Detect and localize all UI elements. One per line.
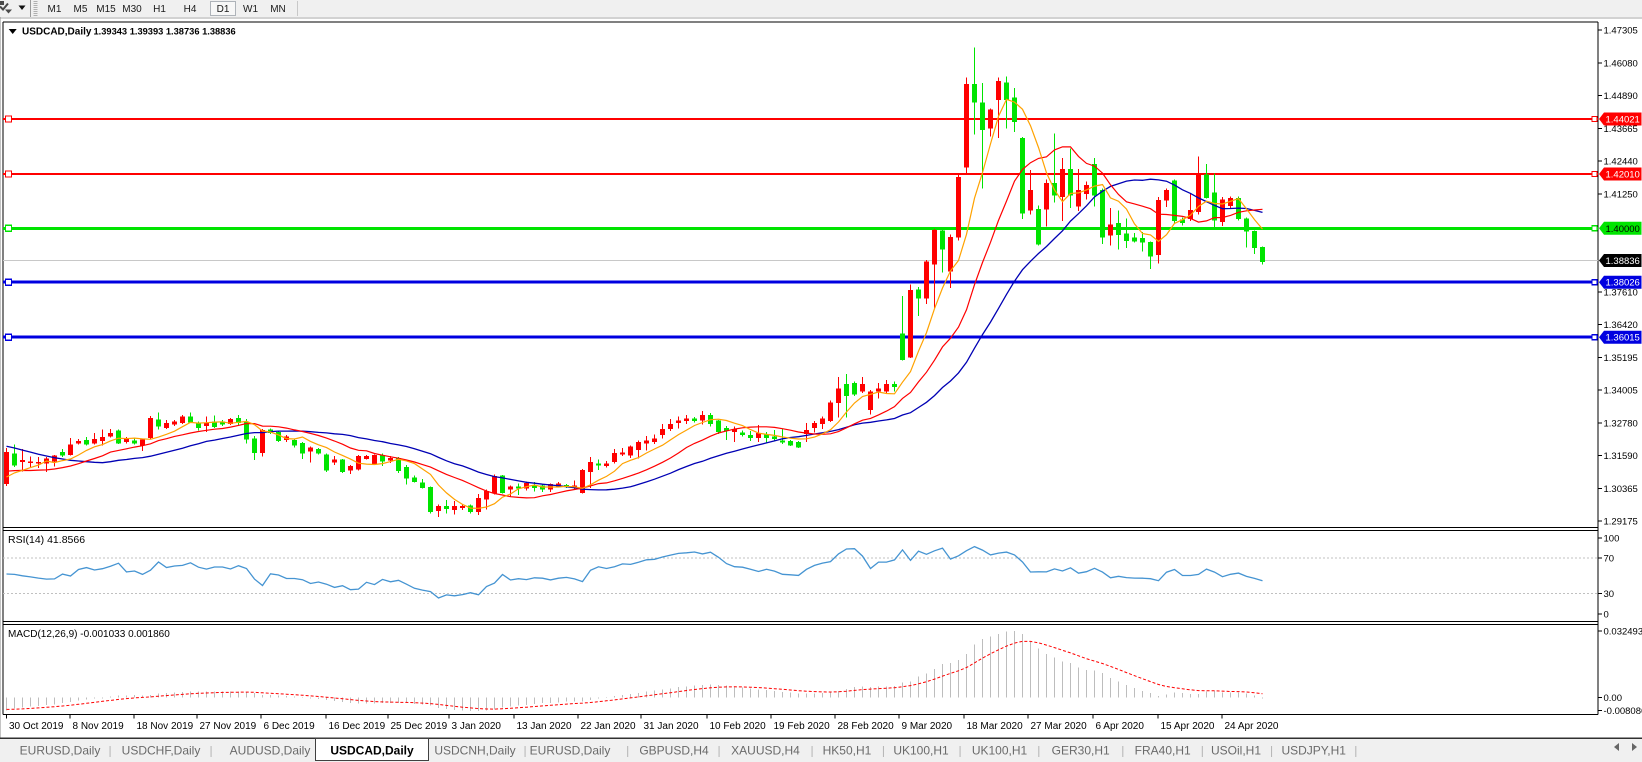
- svg-text:22 Jan 2020: 22 Jan 2020: [581, 721, 636, 732]
- svg-text:1.31590: 1.31590: [1604, 451, 1638, 462]
- svg-text:30: 30: [1604, 589, 1615, 600]
- svg-text:RSI(14) 41.8566: RSI(14) 41.8566: [8, 534, 85, 546]
- svg-text:1.38836: 1.38836: [1606, 256, 1640, 267]
- svg-text:MN: MN: [270, 4, 286, 15]
- svg-text:|: |: [1037, 744, 1040, 758]
- svg-text:M5: M5: [74, 4, 88, 15]
- svg-text:1.36420: 1.36420: [1604, 320, 1638, 331]
- svg-text:0.00: 0.00: [1604, 693, 1623, 704]
- svg-text:18 Mar 2020: 18 Mar 2020: [967, 721, 1024, 732]
- svg-text:100: 100: [1604, 534, 1620, 545]
- svg-text:1.32780: 1.32780: [1604, 419, 1638, 430]
- svg-text:|: |: [717, 744, 720, 758]
- svg-text:MACD(12,26,9) -0.001033 0.0018: MACD(12,26,9) -0.001033 0.001860: [8, 629, 170, 640]
- svg-text:M1: M1: [48, 4, 62, 15]
- svg-text:27 Mar 2020: 27 Mar 2020: [1031, 721, 1088, 732]
- svg-text:25 Dec 2019: 25 Dec 2019: [391, 721, 448, 732]
- svg-text:|: |: [1354, 744, 1357, 758]
- svg-text:9 Mar 2020: 9 Mar 2020: [902, 721, 953, 732]
- svg-text:USDCAD,Daily: USDCAD,Daily: [22, 27, 92, 38]
- svg-text:|: |: [1270, 744, 1273, 758]
- svg-text:13 Jan 2020: 13 Jan 2020: [517, 721, 572, 732]
- svg-text:1.44021: 1.44021: [1606, 115, 1640, 126]
- svg-text:1.34005: 1.34005: [1604, 386, 1638, 397]
- svg-text:|: |: [209, 744, 212, 758]
- svg-text:USDJPY,H1: USDJPY,H1: [1281, 744, 1346, 758]
- svg-text:|: |: [810, 744, 813, 758]
- svg-text:1.42010: 1.42010: [1606, 170, 1640, 181]
- svg-text:USDCNH,Daily: USDCNH,Daily: [434, 744, 515, 758]
- svg-text:HK50,H1: HK50,H1: [823, 744, 872, 758]
- svg-text:1.35195: 1.35195: [1604, 353, 1638, 364]
- svg-text:18 Nov 2019: 18 Nov 2019: [137, 721, 194, 732]
- svg-text:|: |: [1201, 744, 1204, 758]
- svg-text:1.42440: 1.42440: [1604, 157, 1638, 168]
- svg-text:|: |: [882, 744, 885, 758]
- svg-text:1.46080: 1.46080: [1604, 58, 1638, 69]
- svg-text:1.41250: 1.41250: [1604, 189, 1638, 200]
- svg-text:27 Nov 2019: 27 Nov 2019: [200, 721, 257, 732]
- svg-text:0.032493: 0.032493: [1604, 627, 1642, 638]
- svg-text:30 Oct 2019: 30 Oct 2019: [9, 721, 64, 732]
- svg-text:6 Apr 2020: 6 Apr 2020: [1096, 721, 1145, 732]
- svg-text:XAUUSD,H4: XAUUSD,H4: [731, 744, 800, 758]
- svg-text:|: |: [108, 744, 111, 758]
- svg-text:H1: H1: [153, 4, 166, 15]
- svg-text:-0.008086: -0.008086: [1604, 706, 1642, 717]
- svg-text:H4: H4: [184, 4, 197, 15]
- svg-text:0: 0: [1604, 610, 1609, 621]
- svg-text:|: |: [1121, 744, 1124, 758]
- svg-text:GER30,H1: GER30,H1: [1052, 744, 1110, 758]
- svg-text:1.43665: 1.43665: [1604, 124, 1638, 135]
- svg-text:3 Jan 2020: 3 Jan 2020: [452, 721, 502, 732]
- svg-text:UK100,H1: UK100,H1: [972, 744, 1028, 758]
- svg-text:15 Apr 2020: 15 Apr 2020: [1161, 721, 1215, 732]
- svg-text:|: |: [958, 744, 961, 758]
- svg-text:1.40000: 1.40000: [1606, 224, 1640, 235]
- svg-text:10 Feb 2020: 10 Feb 2020: [710, 721, 767, 732]
- svg-text:1.44890: 1.44890: [1604, 91, 1638, 102]
- svg-text:EURUSD,Daily: EURUSD,Daily: [20, 744, 101, 758]
- svg-text:1.38026: 1.38026: [1606, 278, 1640, 289]
- svg-text:1.37610: 1.37610: [1604, 288, 1638, 299]
- svg-text:24 Apr 2020: 24 Apr 2020: [1225, 721, 1279, 732]
- svg-text:1.47305: 1.47305: [1604, 26, 1638, 37]
- svg-text:|: |: [523, 744, 526, 758]
- svg-text:31 Jan 2020: 31 Jan 2020: [644, 721, 699, 732]
- svg-text:28 Feb 2020: 28 Feb 2020: [838, 721, 895, 732]
- svg-text:6 Dec 2019: 6 Dec 2019: [264, 721, 316, 732]
- svg-text:19 Feb 2020: 19 Feb 2020: [774, 721, 831, 732]
- svg-text:UK100,H1: UK100,H1: [893, 744, 949, 758]
- svg-text:1.39343 1.39393 1.38736 1.3883: 1.39343 1.39393 1.38736 1.38836: [94, 27, 236, 37]
- svg-text:GBPUSD,H4: GBPUSD,H4: [639, 744, 709, 758]
- svg-text:D1: D1: [217, 4, 230, 15]
- svg-text:16 Dec 2019: 16 Dec 2019: [329, 721, 386, 732]
- svg-text:FRA40,H1: FRA40,H1: [1135, 744, 1191, 758]
- svg-text:EURUSD,Daily: EURUSD,Daily: [530, 744, 611, 758]
- svg-text:1.36015: 1.36015: [1606, 333, 1640, 344]
- svg-text:M30: M30: [122, 4, 142, 15]
- svg-text:USDCAD,Daily: USDCAD,Daily: [330, 744, 414, 758]
- svg-text:1.29175: 1.29175: [1604, 517, 1638, 528]
- svg-text:AUDUSD,Daily: AUDUSD,Daily: [230, 744, 311, 758]
- svg-text:|: |: [626, 744, 629, 758]
- svg-text:USOil,H1: USOil,H1: [1211, 744, 1261, 758]
- svg-text:W1: W1: [243, 4, 258, 15]
- svg-text:70: 70: [1604, 554, 1615, 565]
- svg-text:USDCHF,Daily: USDCHF,Daily: [122, 744, 201, 758]
- svg-text:8 Nov 2019: 8 Nov 2019: [73, 721, 125, 732]
- svg-text:M15: M15: [96, 4, 116, 15]
- svg-text:1.30365: 1.30365: [1604, 484, 1638, 495]
